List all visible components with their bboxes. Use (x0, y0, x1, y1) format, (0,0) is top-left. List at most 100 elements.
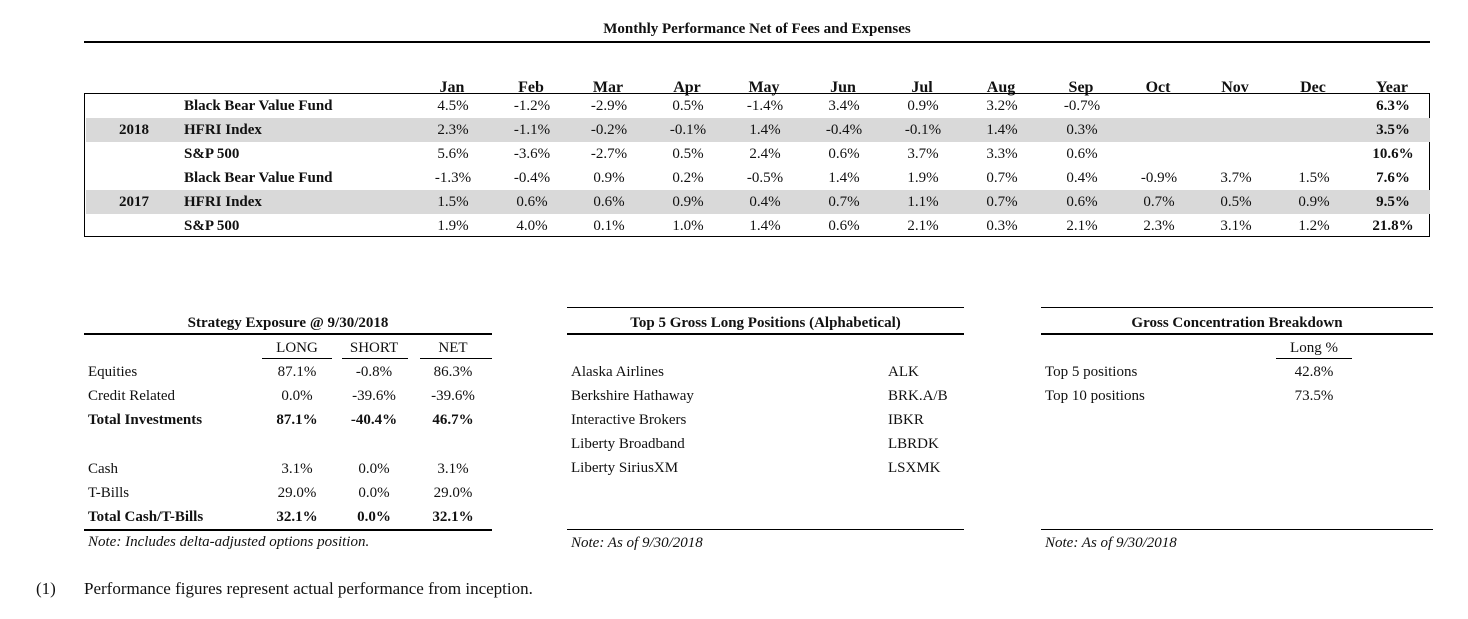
monthly-return-cell: -3.6% (513, 146, 551, 162)
strategy-value-cell: -0.8% (355, 364, 393, 380)
year-label-2017: 2017 (119, 194, 149, 210)
strategy-value-cell: -40.4% (350, 412, 398, 428)
monthly-return-cell: 3.3% (986, 146, 1018, 162)
strategy-value-cell: 0.0% (281, 388, 313, 404)
net-underline (420, 358, 492, 359)
strategy-title: Strategy Exposure @ 9/30/2018 (187, 315, 389, 331)
monthly-return-cell: 2.3% (437, 122, 469, 138)
strategy-value-cell: -39.6% (431, 388, 475, 404)
concentration-label: Top 10 positions (1045, 388, 1145, 404)
monthly-return-cell: -2.9% (590, 98, 628, 114)
strategy-row-label: T-Bills (88, 485, 130, 501)
monthly-return-cell: -2.7% (590, 146, 628, 162)
monthly-return-cell: -0.2% (590, 122, 628, 138)
month-header-apr: Apr (673, 79, 701, 96)
year-return-cell: 3.5% (1376, 122, 1410, 138)
position-name: Berkshire Hathaway (571, 388, 694, 404)
monthly-return-cell: 0.6% (828, 218, 860, 234)
performance-row-2018-hfri: HFRI Index 2.3% -1.1% -0.2% -0.1% 1.4% -0.4% -0… (86, 118, 1430, 142)
monthly-return-cell: 3.7% (1220, 170, 1252, 186)
strategy-value-cell: 3.1% (281, 461, 313, 477)
month-header-aug: Aug (986, 79, 1016, 96)
monthly-return-cell: 5.6% (437, 146, 469, 162)
monthly-return-cell: 3.1% (1220, 218, 1252, 234)
strategy-row-label: Total Investments (88, 412, 203, 428)
monthly-return-cell: 0.1% (593, 218, 625, 234)
monthly-return-cell: -0.1% (669, 122, 707, 138)
monthly-return-cell: 0.5% (1220, 194, 1252, 210)
fund-name: S&P 500 (184, 218, 240, 234)
monthly-return-cell: 0.6% (1066, 146, 1098, 162)
strategy-value-cell: 3.1% (437, 461, 469, 477)
monthly-return-cell: 1.4% (749, 122, 781, 138)
concentration-bottom-rule (1041, 529, 1433, 530)
monthly-return-cell: 1.5% (1298, 170, 1330, 186)
performance-row-2017-sp500: S&P 500 1.9% 4.0% 0.1% 1.0% 1.4% 0.6% 2.1% 0.3% 2… (86, 214, 1430, 238)
performance-body: Black Bear Value Fund 4.5% -1.2% -2.9% 0.5% -… (84, 93, 1430, 237)
year-return-cell: 9.5% (1376, 194, 1410, 210)
monthly-return-cell: 0.6% (1066, 194, 1098, 210)
monthly-return-cell: 1.9% (437, 218, 469, 234)
monthly-return-cell: 2.1% (1066, 218, 1098, 234)
fund-name: HFRI Index (184, 122, 262, 138)
month-header-feb: Feb (518, 79, 544, 96)
concentration-top-rule (1041, 307, 1433, 308)
position-name: Interactive Brokers (571, 412, 687, 428)
year-return-cell: 21.8% (1372, 218, 1414, 234)
monthly-return-cell: 2.4% (749, 146, 781, 162)
strategy-value-cell: 0.0% (358, 485, 390, 501)
strategy-note: Note: Includes delta-adjusted options po… (88, 534, 370, 550)
monthly-return-cell: 1.1% (907, 194, 939, 210)
monthly-return-cell: -0.4% (825, 122, 863, 138)
strategy-row-label: Credit Related (88, 388, 176, 404)
position-name: Liberty Broadband (571, 436, 685, 452)
strategy-value-cell: 86.3% (433, 364, 473, 380)
top5-bottom-rule (567, 529, 964, 530)
year-label-2018: 2018 (119, 122, 149, 138)
strategy-bottom-rule (84, 529, 492, 531)
monthly-return-cell: 1.2% (1298, 218, 1330, 234)
monthly-return-cell: 0.6% (516, 194, 548, 210)
monthly-return-cell: -0.9% (1140, 170, 1178, 186)
concentration-header-underline (1276, 358, 1352, 359)
monthly-return-cell: 0.6% (593, 194, 625, 210)
monthly-return-cell: 0.6% (828, 146, 860, 162)
position-name: Alaska Airlines (571, 364, 664, 380)
performance-title-rule (84, 41, 1430, 43)
fund-name: S&P 500 (184, 146, 240, 162)
monthly-return-cell: 0.9% (593, 170, 625, 186)
month-header-sep: Sep (1068, 79, 1094, 96)
strategy-header-long: LONG (276, 340, 318, 356)
fund-name: Black Bear Value Fund (184, 98, 333, 114)
top5-top-rule (567, 307, 964, 308)
monthly-return-cell: 0.4% (749, 194, 781, 210)
top5-note: Note: As of 9/30/2018 (571, 535, 703, 551)
monthly-return-cell: 0.7% (986, 194, 1018, 210)
strategy-header-net: NET (438, 340, 468, 356)
monthly-return-cell: 3.7% (907, 146, 939, 162)
monthly-return-cell: 0.3% (1066, 122, 1098, 138)
concentration-label: Top 5 positions (1045, 364, 1138, 380)
strategy-value-cell: 32.1% (432, 509, 474, 525)
top5-title-rule (567, 333, 964, 335)
strategy-value-cell: 87.1% (277, 364, 317, 380)
monthly-return-cell: 3.4% (828, 98, 860, 114)
month-header-jan: Jan (439, 79, 465, 96)
monthly-return-cell: 0.7% (828, 194, 860, 210)
monthly-return-cell: -1.2% (513, 98, 551, 114)
strategy-row-label: Equities (88, 364, 138, 380)
strategy-title-rule (84, 333, 492, 335)
monthly-return-cell: 0.9% (1298, 194, 1330, 210)
strategy-value-cell: 87.1% (276, 412, 318, 428)
performance-row-2018-sp500: S&P 500 5.6% -3.6% -2.7% 0.5% 2.4% 0.6% 3.7% 3.3… (86, 142, 1430, 166)
year-return-cell: 10.6% (1372, 146, 1414, 162)
concentration-title: Gross Concentration Breakdown (1131, 315, 1343, 331)
strategy-value-cell: 46.7% (432, 412, 474, 428)
monthly-return-cell: -0.4% (513, 170, 551, 186)
concentration-header: Long % (1290, 340, 1338, 356)
position-ticker: LBRDK (888, 436, 939, 452)
month-header-year: Year (1376, 79, 1408, 96)
monthly-return-cell: -1.1% (513, 122, 551, 138)
footnote-marker: (1) (36, 579, 56, 598)
fund-name: HFRI Index (184, 194, 262, 210)
